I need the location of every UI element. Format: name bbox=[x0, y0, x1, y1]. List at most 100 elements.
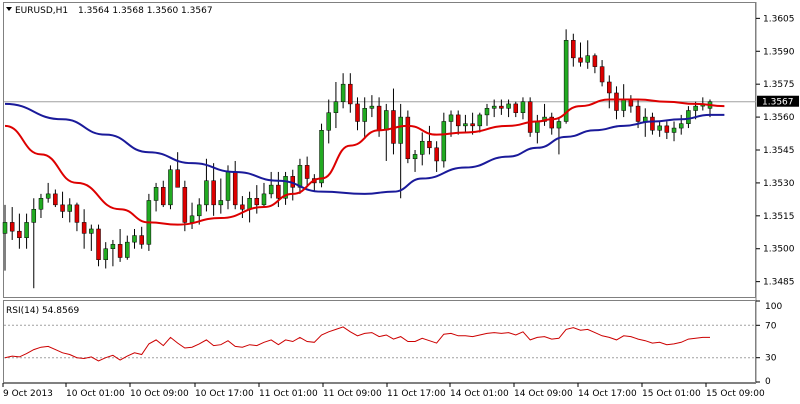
candle-body-up bbox=[384, 110, 389, 131]
candle-body-up bbox=[225, 171, 231, 201]
triangle-down-icon[interactable] bbox=[6, 7, 12, 11]
rsi-tick-label: 70 bbox=[765, 321, 777, 331]
candle-body-down bbox=[348, 83, 353, 105]
candle-body-up bbox=[448, 114, 454, 122]
candle-body-up bbox=[333, 101, 339, 113]
candle-body-up bbox=[621, 99, 626, 111]
current-price-box bbox=[757, 95, 799, 107]
candle bbox=[592, 53, 598, 74]
candle bbox=[117, 228, 123, 262]
candle bbox=[527, 97, 533, 137]
rsi-line bbox=[4, 326, 710, 362]
candle bbox=[38, 193, 44, 219]
candle-body-down bbox=[664, 125, 670, 133]
candle bbox=[132, 228, 137, 249]
candle-body-up bbox=[319, 130, 324, 184]
candle-body-down bbox=[17, 230, 22, 239]
time-tick-label: 10 Oct 17:00 bbox=[195, 389, 254, 399]
rsi-level-lines bbox=[4, 324, 755, 359]
time-tick-label: 14 Oct 17:00 bbox=[578, 389, 637, 399]
candle-body-up bbox=[67, 204, 72, 212]
candle-body-up bbox=[686, 110, 691, 124]
candle bbox=[607, 75, 612, 109]
moving-average-slow-line bbox=[4, 102, 725, 195]
candle-body-up bbox=[125, 241, 130, 258]
candle-body-up bbox=[340, 83, 346, 102]
candle-body-up bbox=[693, 105, 698, 111]
candle-body-up bbox=[463, 123, 468, 127]
candle bbox=[448, 110, 454, 137]
price-tick-label: 1.3605 bbox=[763, 14, 795, 24]
candle bbox=[125, 235, 130, 260]
time-tick-label: 10 Oct 01:00 bbox=[66, 389, 125, 399]
candle bbox=[412, 150, 418, 172]
candle-body-down bbox=[74, 204, 80, 223]
time-tick-label: 15 Oct 09:00 bbox=[706, 389, 765, 399]
candle-body-up bbox=[412, 154, 418, 160]
price-tick-label: 1.3515 bbox=[763, 212, 795, 222]
candle-body-down bbox=[139, 235, 144, 245]
candle-body-down bbox=[240, 204, 245, 210]
candle-body-up bbox=[506, 103, 511, 109]
candle bbox=[96, 224, 101, 267]
candle bbox=[182, 180, 188, 232]
candle bbox=[9, 207, 15, 240]
candle bbox=[17, 213, 22, 249]
candle bbox=[362, 97, 367, 140]
candle-body-down bbox=[571, 40, 576, 59]
price-axis: 1.3605 1.3590 1.3575 1.3560 1.3545 1.3530 1.35… bbox=[756, 14, 795, 288]
chart-header: EURUSD,H1 1.3564 1.3568 1.3560 1.3567 bbox=[6, 6, 213, 16]
candle-body-down bbox=[499, 105, 504, 109]
candle-body-up bbox=[196, 204, 202, 217]
candle-body-up bbox=[671, 127, 677, 133]
time-tick-label: 9 Oct 2013 bbox=[3, 389, 53, 399]
candle-body-down bbox=[304, 165, 310, 179]
candle-body-down bbox=[455, 114, 461, 127]
candle-body-down bbox=[53, 193, 58, 206]
candle bbox=[585, 40, 590, 69]
candle-body-up bbox=[189, 215, 195, 223]
rsi-axis: 100 70 30 0 bbox=[756, 300, 782, 387]
price-tick-label: 1.3545 bbox=[763, 146, 795, 156]
candle bbox=[463, 114, 468, 133]
candle-body-down bbox=[276, 184, 281, 199]
candle-body-up bbox=[585, 55, 590, 63]
candle bbox=[405, 110, 411, 164]
candle bbox=[240, 196, 245, 219]
candle-body-up bbox=[204, 180, 209, 206]
candle-body-up bbox=[268, 184, 274, 195]
candle bbox=[304, 156, 310, 188]
ohlc-values: 1.3564 1.3568 1.3560 1.3567 bbox=[78, 6, 213, 16]
candle-body-up bbox=[153, 187, 159, 201]
candle bbox=[2, 204, 8, 271]
candle-body-up bbox=[441, 121, 447, 162]
candle-body-up bbox=[297, 165, 303, 188]
time-tick-label: 14 Oct 09:00 bbox=[514, 389, 573, 399]
time-tick-label: 14 Oct 01:00 bbox=[450, 389, 509, 399]
candle bbox=[664, 121, 670, 140]
rsi-tick-label: 100 bbox=[765, 302, 782, 312]
candle bbox=[398, 103, 403, 199]
candle bbox=[678, 114, 684, 135]
candle-body-down bbox=[355, 103, 360, 122]
candle-body-up bbox=[643, 116, 648, 122]
candle-body-down bbox=[578, 57, 583, 63]
candle bbox=[571, 33, 576, 67]
candle bbox=[45, 182, 51, 203]
candle bbox=[333, 81, 339, 129]
candle bbox=[477, 112, 483, 133]
rsi-panel-frame bbox=[3, 300, 756, 383]
candle bbox=[161, 180, 166, 208]
rsi-label: RSI(14) 54.8569 bbox=[6, 306, 79, 316]
time-tick-label: 10 Oct 09:00 bbox=[130, 389, 189, 399]
candle-body-up bbox=[103, 248, 108, 260]
candlestick-series bbox=[2, 29, 713, 289]
candle bbox=[491, 99, 497, 118]
time-tick-label: 11 Oct 09:00 bbox=[323, 389, 382, 399]
candle-body-down bbox=[96, 228, 101, 260]
candle-body-up bbox=[477, 114, 483, 127]
candle-body-down bbox=[175, 169, 180, 188]
candle bbox=[686, 106, 691, 129]
